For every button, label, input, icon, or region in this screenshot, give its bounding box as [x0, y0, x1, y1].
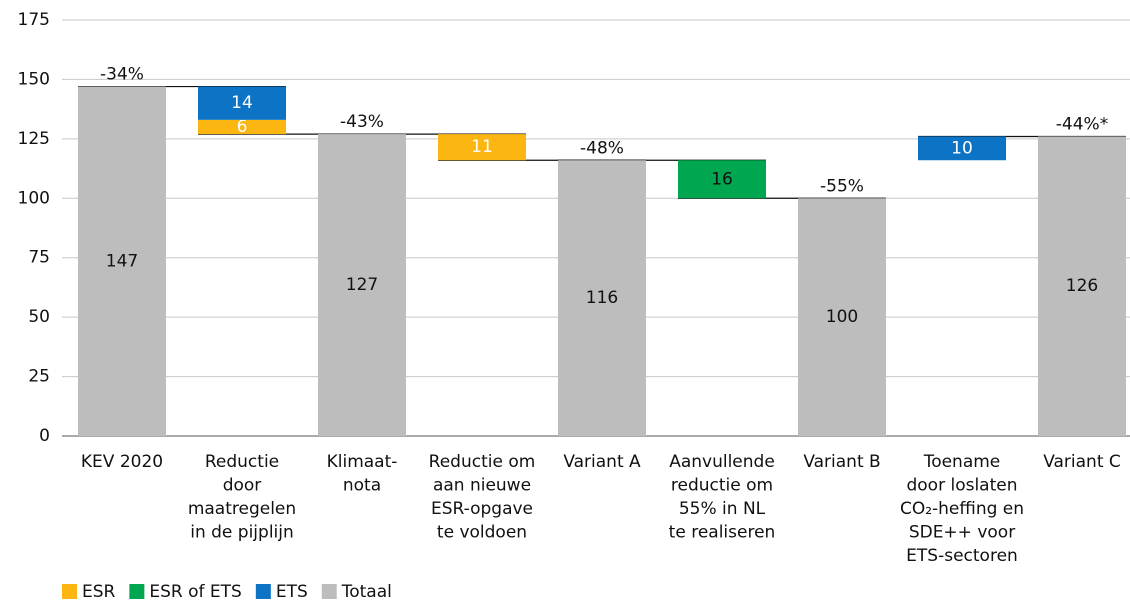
bar-segment	[918, 136, 1006, 161]
value-label: 126	[1066, 276, 1098, 296]
value-label: 100	[826, 307, 858, 327]
legend-label: ESR	[82, 582, 116, 601]
legend-label: Totaal	[341, 582, 392, 601]
value-label: 11	[471, 137, 493, 157]
y-tick-label: 0	[39, 426, 50, 446]
annotation: -34%	[100, 65, 144, 85]
legend-label: ESR of ETS	[149, 582, 241, 601]
bar-segment	[798, 198, 886, 436]
y-tick-label: 150	[18, 69, 50, 89]
bar-segment	[198, 119, 286, 135]
legend-label: ETS	[276, 582, 308, 601]
bar-segment	[78, 86, 166, 436]
value-label: 116	[586, 288, 618, 308]
bar-segment	[318, 134, 406, 437]
legend-swatch	[321, 584, 337, 599]
x-tick-label: ETS-sectoren	[906, 546, 1018, 566]
value-label: 16	[711, 169, 733, 189]
bar-segment	[558, 160, 646, 436]
y-tick-label: 75	[28, 248, 50, 268]
x-tick-label: KEV 2020	[81, 452, 163, 472]
y-tick-label: 175	[18, 10, 50, 30]
x-tick-label: te voldoen	[437, 523, 527, 543]
x-tick-label: Variant C	[1043, 452, 1121, 472]
legend-swatch	[129, 584, 145, 599]
value-label: 14	[231, 93, 253, 113]
x-tick-label: Reductie om	[429, 452, 536, 472]
annotation: -43%	[340, 112, 384, 132]
annotation: -48%	[580, 138, 624, 158]
x-tick-label: door	[223, 476, 262, 496]
value-label: 6	[237, 117, 248, 137]
x-tick-label: Aanvullende	[669, 452, 775, 472]
x-tick-label: te realiseren	[669, 523, 776, 543]
x-tick-label: aan nieuwe	[433, 476, 531, 496]
x-tick-label: nota	[343, 476, 381, 496]
x-tick-label: ESR-opgave	[431, 499, 533, 519]
x-tick-label: Variant B	[803, 452, 880, 472]
x-tick-label: SDE++ voor	[909, 523, 1015, 543]
y-tick-label: 100	[18, 188, 50, 208]
x-tick-label: in de pijplijn	[190, 523, 294, 543]
x-tick-label: Toename	[923, 452, 1001, 472]
value-label: 10	[951, 138, 973, 158]
bar-segment	[198, 86, 286, 120]
y-tick-label: 50	[28, 307, 50, 327]
value-label: 147	[106, 251, 138, 271]
y-tick-label: 25	[28, 367, 50, 387]
x-tick-label: Reductie	[205, 452, 279, 472]
x-tick-label: reductie om	[671, 476, 773, 496]
legend-swatch	[62, 584, 77, 599]
x-tick-label: 55% in NL	[679, 499, 766, 519]
annotation: -55%	[820, 176, 864, 196]
bar-segment	[678, 160, 766, 199]
x-tick-label: CO₂-heffing en	[900, 499, 1024, 519]
bar-segment	[1038, 136, 1126, 437]
value-label: 127	[346, 275, 378, 295]
annotation: -44%*	[1056, 114, 1108, 134]
x-tick-label: Klimaat-	[327, 452, 398, 472]
bar-segment	[438, 134, 526, 161]
legend-swatch	[255, 584, 271, 599]
y-tick-label: 125	[18, 129, 50, 149]
x-tick-label: maatregelen	[188, 499, 296, 519]
x-tick-label: door loslaten	[906, 476, 1017, 496]
x-tick-label: Variant A	[563, 452, 641, 472]
